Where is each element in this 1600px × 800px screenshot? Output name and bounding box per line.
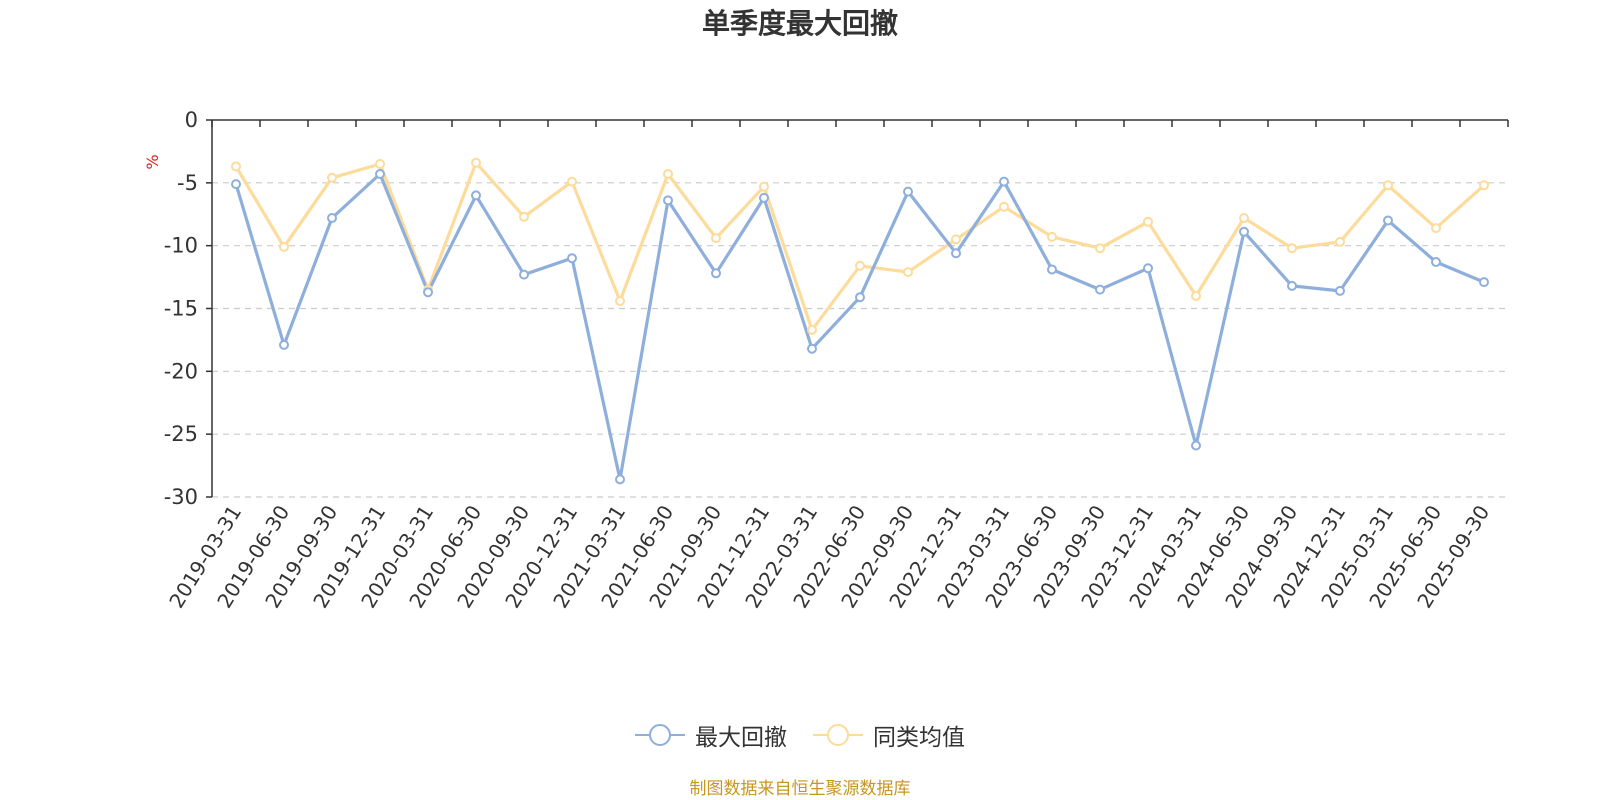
series-lines (234, 161, 1486, 481)
y-tick-label: 0 (185, 108, 198, 132)
data-point (1143, 263, 1153, 274)
data-point (807, 343, 817, 354)
data-point (231, 161, 241, 172)
legend-label: 最大回撤 (695, 725, 787, 751)
series-points (231, 157, 1489, 485)
axis-labels: 0-5-10-15-20-25-30%2019-03-312019-06-302… (143, 108, 1494, 612)
data-point (1335, 236, 1345, 247)
legend-item-peer-average[interactable]: 同类均值 (813, 718, 965, 752)
legend-marker-icon (813, 724, 863, 746)
y-tick-label: -25 (164, 422, 198, 446)
legend: 最大回撤 同类均值 (0, 718, 1600, 752)
data-point (1383, 180, 1393, 191)
data-point (855, 292, 865, 303)
data-point (375, 159, 385, 169)
data-point (759, 192, 769, 203)
data-point (1191, 290, 1201, 301)
data-point (471, 157, 481, 168)
chart-title: 单季度最大回撤 (701, 7, 898, 40)
data-point (327, 172, 337, 183)
y-tick-label: -5 (177, 171, 198, 195)
data-point (1239, 226, 1249, 237)
data-point (615, 474, 625, 485)
data-point (855, 260, 865, 271)
legend-marker-icon (635, 724, 685, 746)
data-point (1047, 264, 1057, 275)
data-point (1143, 216, 1153, 227)
data-point (519, 211, 529, 222)
data-point (375, 169, 385, 179)
y-tick-label: -30 (164, 485, 198, 509)
data-point (423, 287, 433, 298)
data-point (1479, 277, 1489, 288)
data-point (1287, 280, 1297, 291)
data-point (663, 169, 673, 179)
data-point (711, 268, 721, 279)
data-point (279, 339, 289, 350)
y-tick-label: -10 (164, 234, 198, 258)
y-tick-label: -15 (164, 297, 198, 321)
data-point (1095, 243, 1105, 254)
axes (206, 119, 1509, 498)
data-point (567, 176, 577, 187)
data-point (567, 253, 577, 264)
source-note: 制图数据来自恒生聚源数据库 (689, 779, 911, 799)
data-point (807, 324, 817, 335)
data-point (279, 241, 289, 252)
y-axis-unit-label: % (143, 154, 162, 169)
data-point (951, 234, 961, 245)
data-point (759, 181, 769, 192)
data-point (1095, 284, 1105, 295)
data-point (615, 296, 625, 306)
data-point (1239, 213, 1249, 223)
data-point (1383, 215, 1393, 226)
legend-item-max-drawdown[interactable]: 最大回撤 (635, 718, 787, 752)
data-point (519, 269, 529, 280)
data-point (903, 267, 913, 278)
data-point (663, 195, 673, 206)
data-point (711, 233, 721, 244)
y-tick-label: -20 (164, 359, 198, 383)
data-point (999, 201, 1009, 212)
data-point (327, 213, 337, 223)
data-point (231, 179, 241, 190)
data-point (1479, 180, 1489, 191)
data-point (1335, 285, 1345, 296)
legend-label: 同类均值 (873, 725, 965, 751)
data-point (951, 248, 961, 259)
data-point (903, 186, 913, 197)
data-point (1191, 440, 1201, 451)
series-line (234, 161, 1486, 332)
data-point (1047, 231, 1057, 242)
data-point (1431, 223, 1441, 234)
data-point (1287, 243, 1297, 254)
data-point (471, 190, 481, 201)
data-point (999, 176, 1009, 187)
data-point (1431, 257, 1441, 267)
